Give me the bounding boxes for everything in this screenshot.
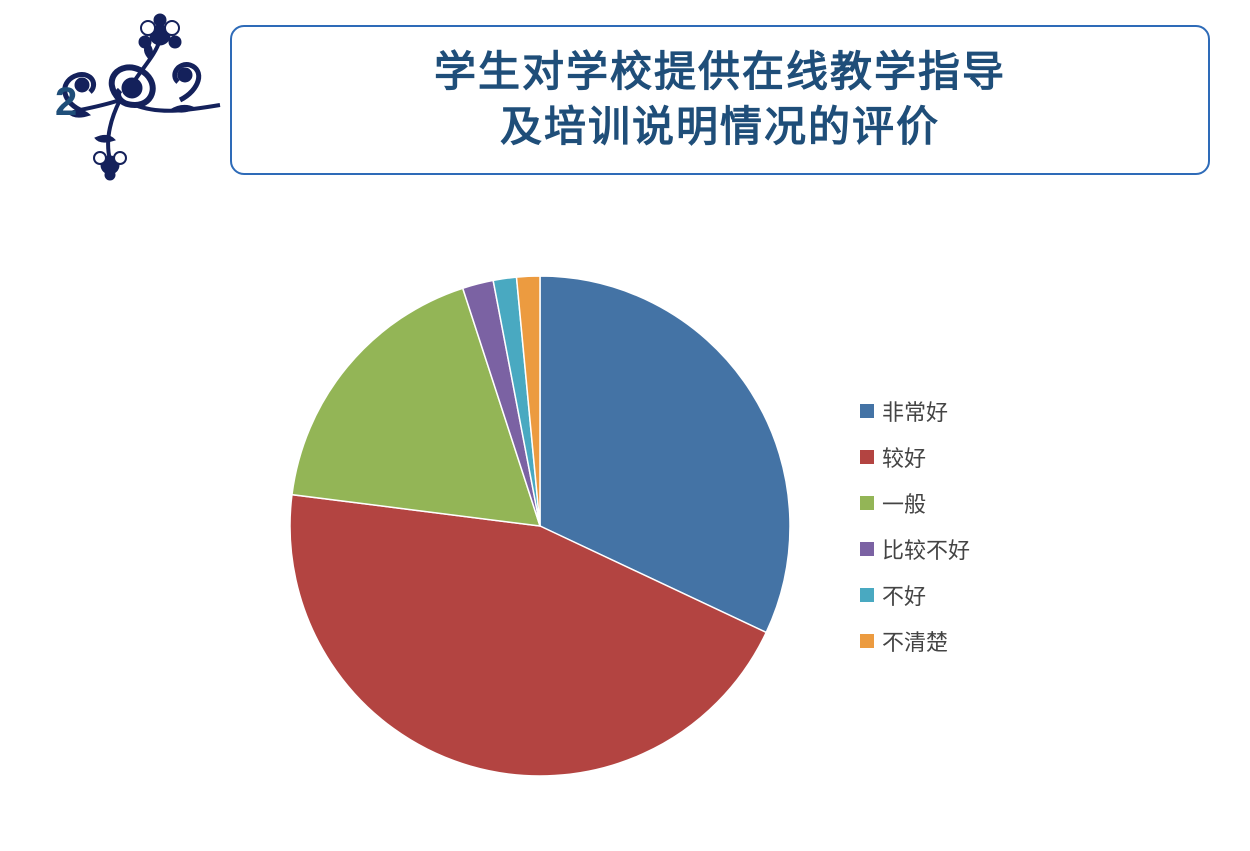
- legend-swatch: [860, 542, 874, 556]
- legend-swatch: [860, 496, 874, 510]
- legend-item: 非常好: [860, 395, 970, 427]
- legend-item: 比较不好: [860, 533, 970, 565]
- legend-label: 比较不好: [882, 533, 970, 565]
- legend-swatch: [860, 404, 874, 418]
- legend-swatch: [860, 450, 874, 464]
- header: 2: [20, 20, 1210, 180]
- legend-item: 一般: [860, 487, 970, 519]
- legend-swatch: [860, 634, 874, 648]
- legend-item: 不清楚: [860, 625, 970, 657]
- floral-ornament-svg: [20, 10, 240, 190]
- legend-label: 非常好: [882, 395, 948, 427]
- legend-label: 较好: [882, 441, 926, 473]
- pie-chart: [280, 266, 800, 786]
- title-line-1: 学生对学校提供在线教学指导: [262, 45, 1178, 100]
- pie-svg: [280, 266, 800, 786]
- legend-item: 较好: [860, 441, 970, 473]
- chart-area: 非常好较好一般比较不好不好不清楚: [0, 220, 1250, 831]
- legend-item: 不好: [860, 579, 970, 611]
- legend-label: 不好: [882, 579, 926, 611]
- legend-swatch: [860, 588, 874, 602]
- decorative-ornament: 2: [20, 10, 240, 190]
- legend: 非常好较好一般比较不好不好不清楚: [860, 395, 970, 657]
- title-box: 学生对学校提供在线教学指导 及培训说明情况的评价: [230, 25, 1210, 174]
- title-line-2: 及培训说明情况的评价: [262, 100, 1178, 155]
- legend-label: 不清楚: [882, 625, 948, 657]
- section-number: 2: [55, 80, 77, 125]
- legend-label: 一般: [882, 487, 926, 519]
